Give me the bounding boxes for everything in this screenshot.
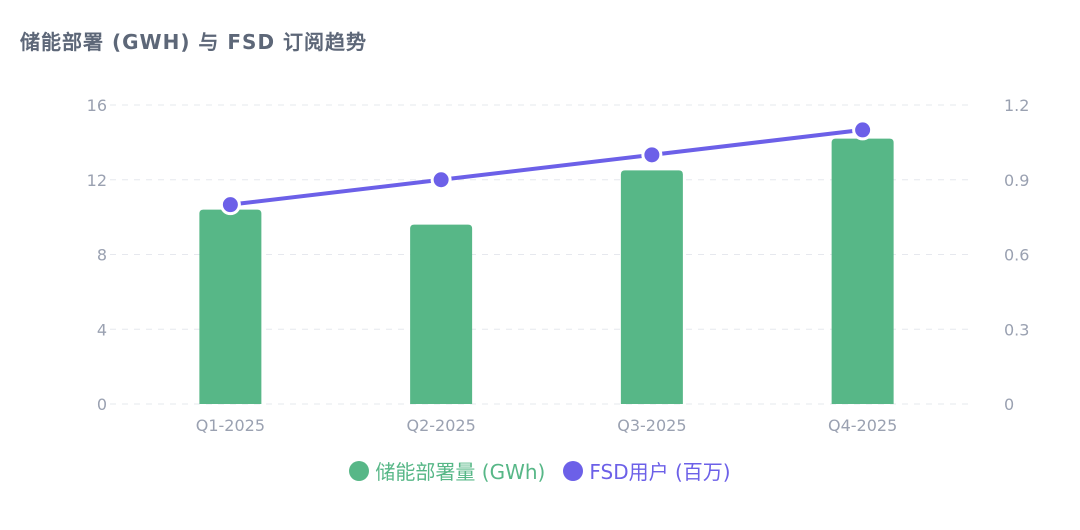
fsd-point-Q4-2025 xyxy=(852,119,874,141)
y-right-tick-label: 0 xyxy=(1004,395,1014,414)
x-tick-label: Q4-2025 xyxy=(828,416,897,435)
legend-swatch-fsd xyxy=(563,460,584,481)
chart-title: 储能部署 (GWH) 与 FSD 订阅趋势 xyxy=(20,30,368,54)
y-right-tick-label: 0.3 xyxy=(1004,320,1029,339)
y-right-tick-label: 0.9 xyxy=(1004,171,1029,190)
y-left-tick-label: 12 xyxy=(87,171,107,190)
x-tick-label: Q3-2025 xyxy=(617,416,686,435)
x-tick-label: Q1-2025 xyxy=(196,416,265,435)
bar-Q4-2025 xyxy=(831,138,894,404)
bar-Q1-2025 xyxy=(199,209,262,404)
legend-label-storage: 储能部署量 (GWh) xyxy=(375,460,546,484)
legend-item-fsd[interactable]: FSD用户 (百万) xyxy=(563,456,731,485)
y-left-tick-label: 0 xyxy=(97,395,107,414)
fsd-point-Q2-2025 xyxy=(430,169,452,191)
fsd-point-Q3-2025 xyxy=(641,144,663,166)
y-left-tick-label: 16 xyxy=(87,96,107,115)
x-tick-label: Q2-2025 xyxy=(406,416,475,435)
y-right-tick-label: 0.6 xyxy=(1004,246,1029,265)
y-left-tick-label: 4 xyxy=(97,320,107,339)
legend: 储能部署量 (GWh) FSD用户 (百万) xyxy=(0,456,1080,485)
y-left-tick-label: 8 xyxy=(97,246,107,265)
bar-Q2-2025 xyxy=(410,224,473,404)
y-right-tick-label: 1.2 xyxy=(1004,96,1029,115)
legend-label-fsd: FSD用户 (百万) xyxy=(589,460,731,484)
fsd-line xyxy=(230,127,863,207)
fsd-point-Q1-2025 xyxy=(219,194,241,216)
bar-Q3-2025 xyxy=(620,170,683,404)
legend-item-storage[interactable]: 储能部署量 (GWh) xyxy=(349,456,545,485)
legend-swatch-storage xyxy=(349,460,370,481)
